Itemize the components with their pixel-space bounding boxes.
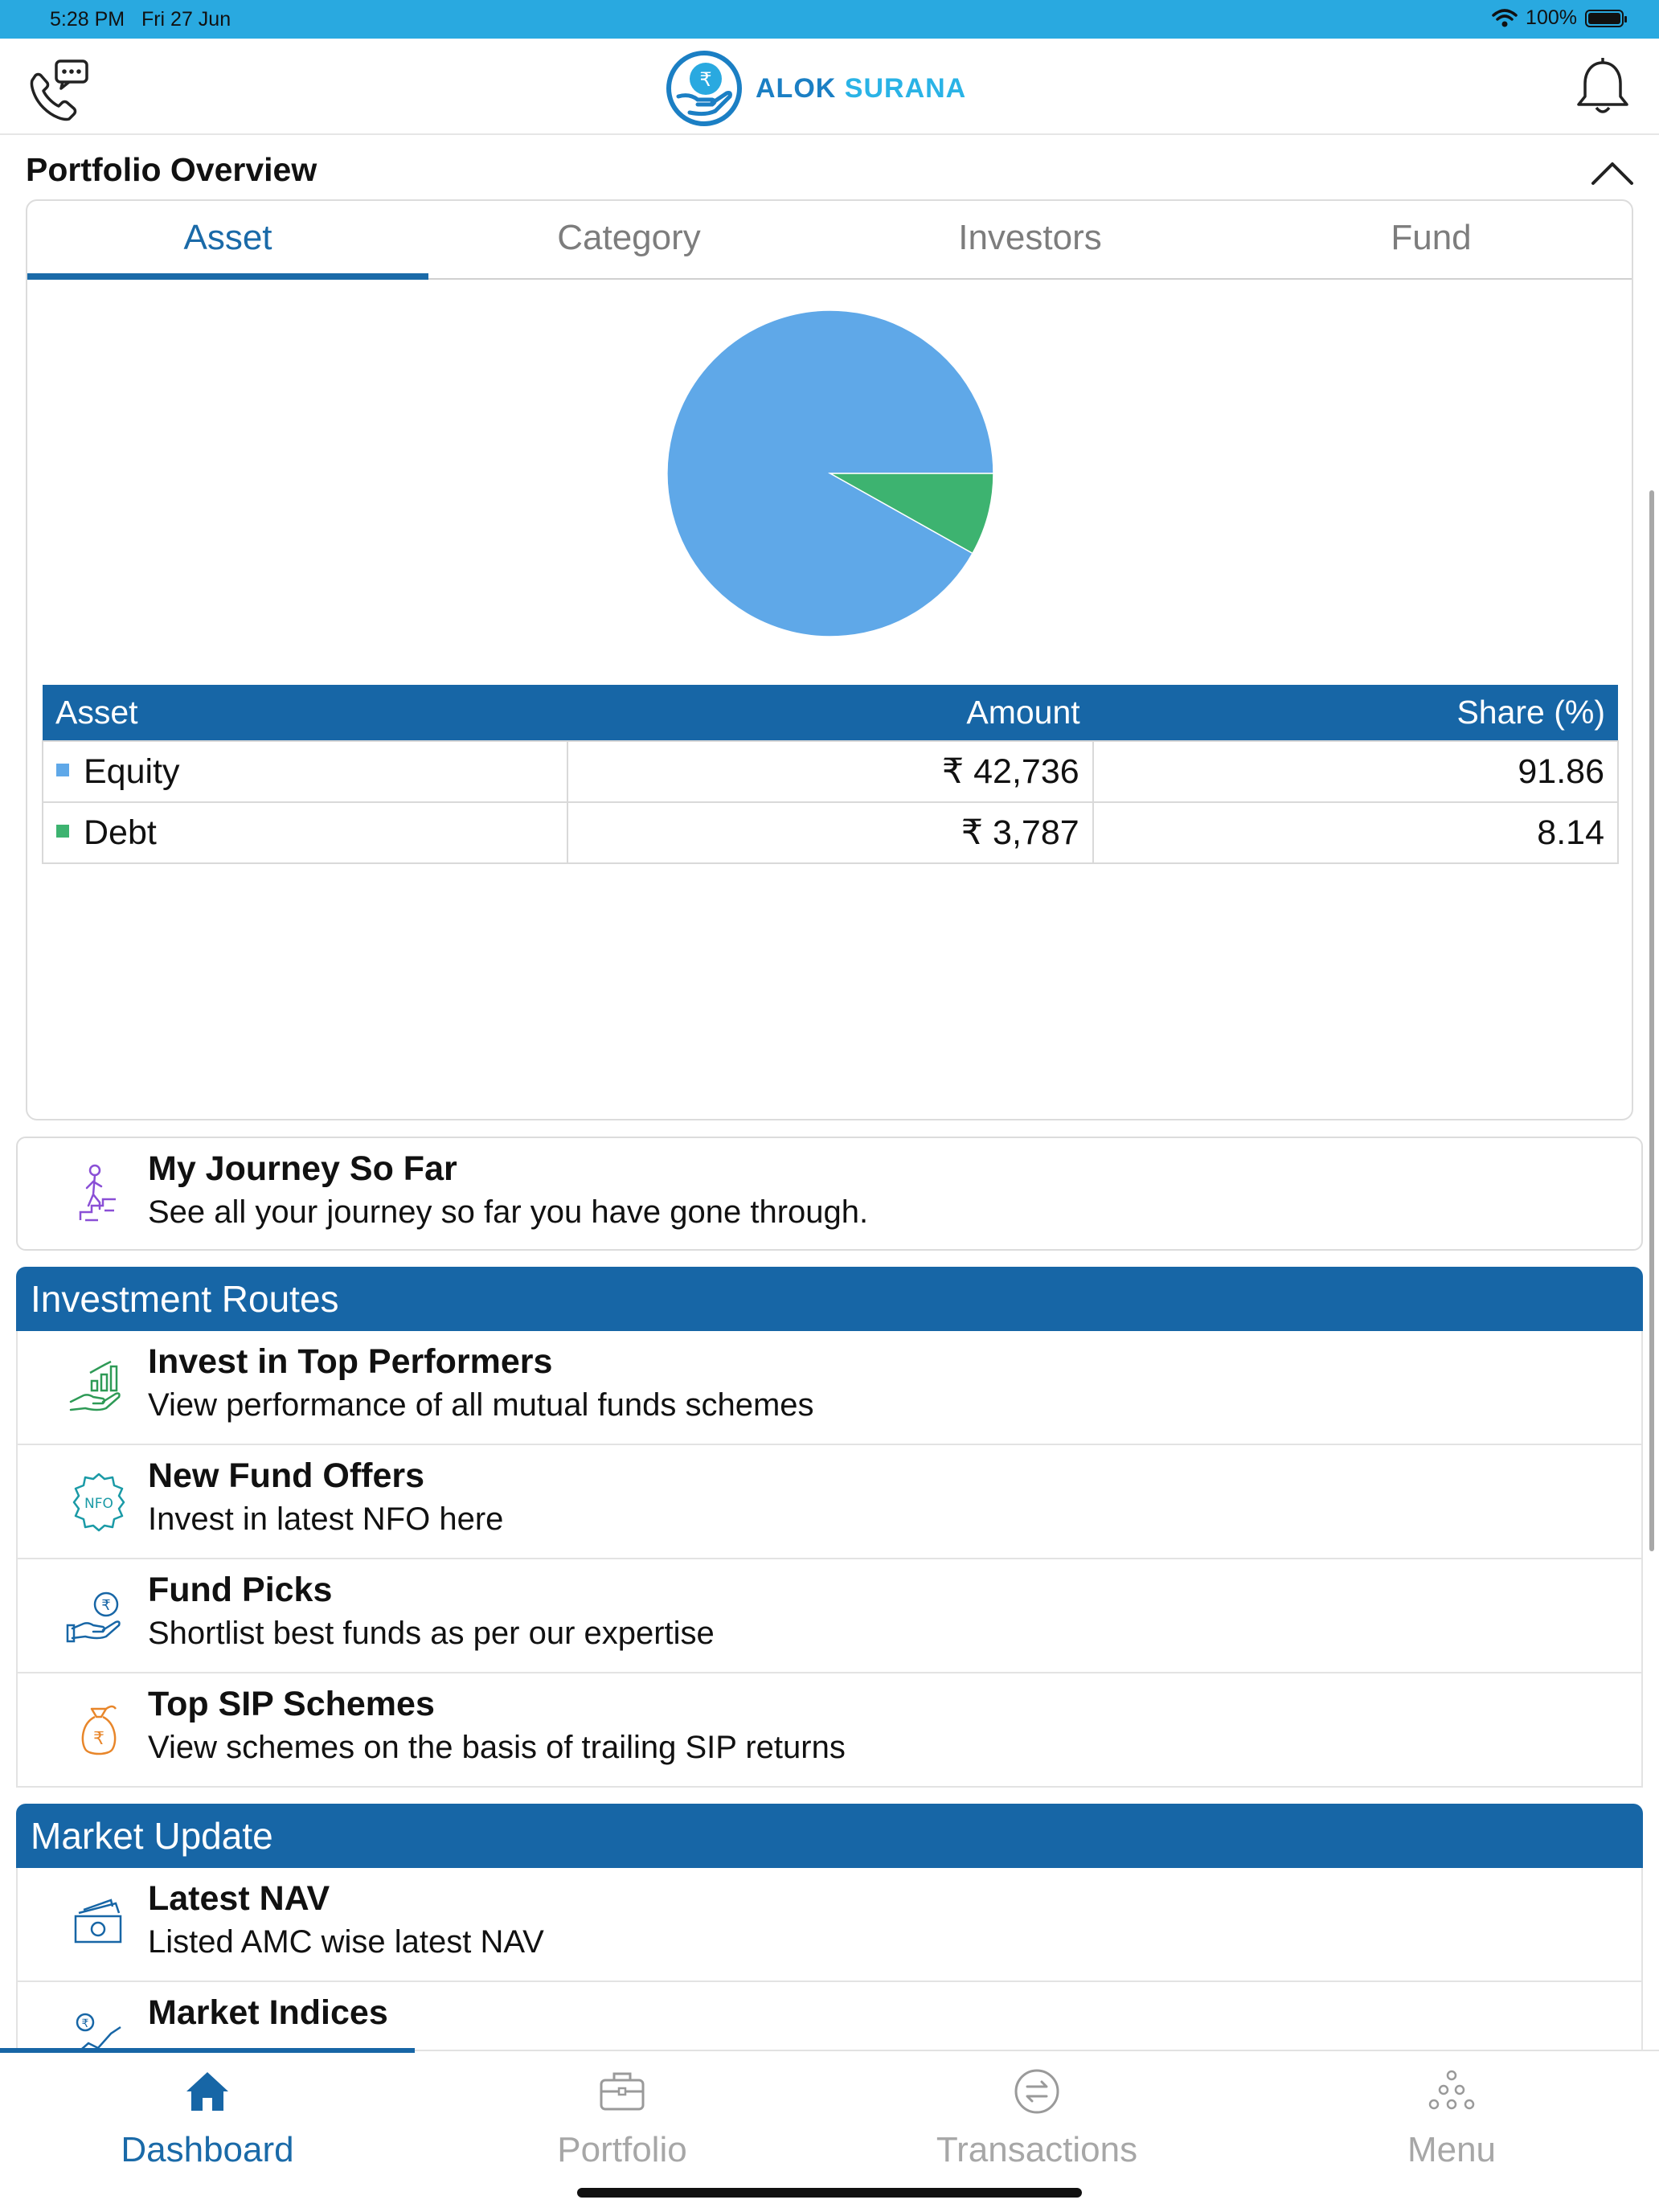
table-header-row: Asset Amount Share (%)	[43, 685, 1618, 741]
list-item-market-indices[interactable]: ₹ Market Indices	[16, 1982, 1643, 2055]
table-row: Debt ₹ 3,787 8.14	[41, 801, 1620, 864]
item-title: Latest NAV	[148, 1879, 330, 1918]
svg-text:₹: ₹	[101, 1597, 110, 1614]
journey-subtitle: See all your journey so far you have gon…	[148, 1194, 869, 1230]
tab-category[interactable]: Category	[557, 218, 701, 257]
tab-asset[interactable]: Asset	[27, 201, 428, 280]
brand-logo-icon: ₹	[666, 51, 742, 126]
journey-card[interactable]: My Journey So Far See all your journey s…	[16, 1137, 1643, 1251]
nfo-badge-icon: NFO	[72, 1473, 125, 1532]
nav-label: Transactions	[936, 2130, 1138, 2169]
bottom-nav: Dashboard Portfolio Transactions Menu	[0, 2048, 1659, 2212]
journey-title: My Journey So Far	[148, 1149, 457, 1188]
home-icon	[186, 2072, 228, 2111]
wifi-icon	[1492, 8, 1518, 27]
item-title: New Fund Offers	[148, 1456, 425, 1495]
scrollbar[interactable]	[1649, 490, 1654, 1551]
app-header: ₹ ALOK SURANA	[0, 39, 1659, 135]
amount-cell: ₹ 42,736	[567, 740, 1094, 803]
portfolio-overview-title: Portfolio Overview	[26, 151, 317, 188]
nav-label: Dashboard	[121, 2130, 294, 2169]
cash-stack-icon	[74, 1899, 122, 1944]
brand-name: ALOK SURANA	[756, 72, 967, 104]
item-subtitle: View schemes on the basis of trailing SI…	[148, 1730, 846, 1765]
item-title: Top SIP Schemes	[148, 1685, 435, 1723]
tab-fund[interactable]: Fund	[1391, 218, 1472, 257]
money-bag-icon: ₹	[81, 1705, 117, 1755]
growth-hand-icon	[69, 1360, 121, 1411]
share-cell: 91.86	[1092, 740, 1620, 803]
asset-pie-chart	[667, 310, 993, 637]
nav-label: Portfolio	[557, 2130, 687, 2169]
battery-icon	[1585, 9, 1627, 27]
nav-dashboard[interactable]: Dashboard	[0, 2064, 415, 2170]
list-item-top-sip-schemes[interactable]: ₹ Top SIP Schemes View schemes on the ba…	[16, 1673, 1643, 1788]
portfolio-card: Asset Category Investors Fund Asset Amou…	[26, 199, 1633, 1120]
col-header-asset: Asset	[43, 685, 568, 741]
status-right: 100%	[1492, 6, 1627, 30]
asset-cell: Equity	[41, 740, 569, 803]
bell-icon[interactable]	[1569, 55, 1636, 122]
svg-text:NFO: NFO	[84, 1496, 113, 1512]
list-item-top-performers[interactable]: Invest in Top Performers View performanc…	[16, 1331, 1643, 1445]
nav-portfolio[interactable]: Portfolio	[415, 2064, 830, 2170]
amount-cell: ₹ 3,787	[567, 801, 1094, 864]
svg-text:₹: ₹	[93, 1729, 104, 1749]
list-item-latest-nav[interactable]: Latest NAV Listed AMC wise latest NAV	[16, 1868, 1643, 1982]
asset-cell: Debt	[41, 801, 569, 864]
home-indicator[interactable]	[577, 2188, 1082, 2198]
item-subtitle: Shortlist best funds as per our expertis…	[148, 1616, 715, 1651]
item-title: Invest in Top Performers	[148, 1342, 553, 1381]
svg-text:₹: ₹	[82, 2017, 89, 2030]
chevron-up-icon[interactable]	[1590, 156, 1635, 188]
dots-menu-icon	[1428, 2070, 1475, 2110]
market-update-header: Market Update	[16, 1804, 1643, 1868]
nav-active-indicator	[0, 2048, 415, 2053]
item-title: Fund Picks	[148, 1571, 333, 1609]
status-time: 5:28 PM Fri 27 Jun	[50, 8, 231, 31]
item-subtitle: Invest in latest NFO here	[148, 1501, 504, 1537]
climbing-person-icon	[79, 1164, 116, 1222]
legend-swatch	[56, 764, 69, 777]
tab-investors[interactable]: Investors	[958, 218, 1102, 257]
item-subtitle: View performance of all mutual funds sch…	[148, 1387, 814, 1423]
list-item-new-fund-offers[interactable]: NFO New Fund Offers Invest in latest NFO…	[16, 1445, 1643, 1559]
col-header-amount: Amount	[567, 685, 1093, 741]
share-cell: 8.14	[1092, 801, 1620, 864]
item-title: Market Indices	[148, 1993, 388, 2032]
pie-slice-debt	[828, 473, 993, 555]
nav-menu[interactable]: Menu	[1244, 2064, 1659, 2170]
status-bar: 5:28 PM Fri 27 Jun 100%	[0, 0, 1659, 39]
battery-percent: 100%	[1526, 6, 1577, 29]
nav-transactions[interactable]: Transactions	[830, 2064, 1244, 2170]
portfolio-tabs: Asset Category Investors Fund	[27, 201, 1632, 280]
rupee-hand-icon: ₹	[66, 1591, 121, 1643]
item-subtitle: Listed AMC wise latest NAV	[148, 1924, 544, 1960]
brand-logo: ₹ ALOK SURANA	[666, 50, 966, 127]
briefcase-icon	[600, 2072, 645, 2111]
list-item-fund-picks[interactable]: ₹ Fund Picks Shortlist best funds as per…	[16, 1559, 1643, 1673]
phone-chat-icon[interactable]	[24, 56, 92, 124]
legend-swatch	[56, 825, 69, 838]
svg-text:₹: ₹	[699, 68, 711, 91]
col-header-share: Share (%)	[1092, 685, 1618, 741]
asset-table: Asset Amount Share (%) Equity ₹ 42,736 9…	[41, 685, 1620, 864]
investment-routes-header: Investment Routes	[16, 1267, 1643, 1331]
exchange-icon	[1014, 2069, 1059, 2114]
nav-label: Menu	[1407, 2130, 1497, 2169]
table-row: Equity ₹ 42,736 91.86	[41, 740, 1620, 803]
